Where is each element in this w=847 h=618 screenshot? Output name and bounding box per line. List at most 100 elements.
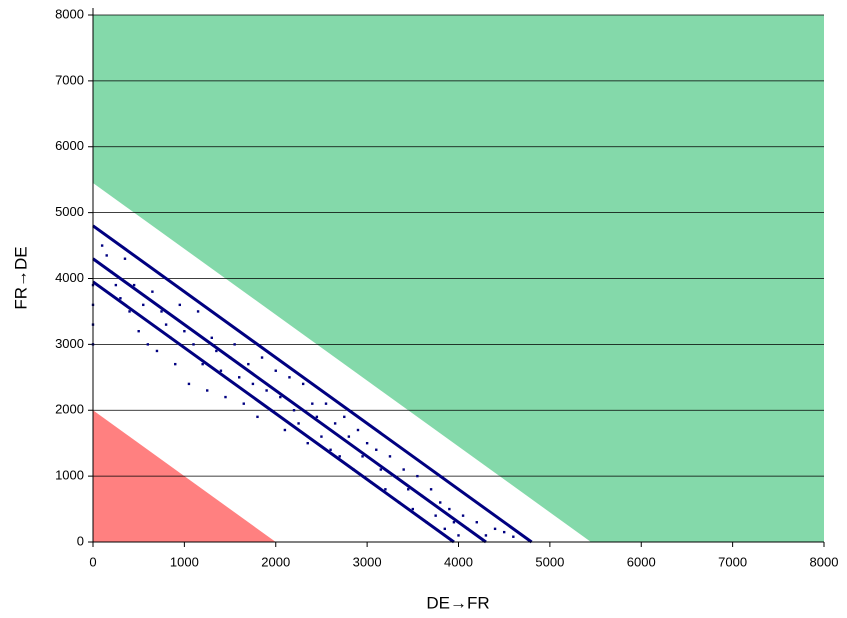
point <box>388 455 392 458</box>
point <box>411 507 415 511</box>
y-tick-label: 4000 <box>55 270 84 285</box>
point <box>279 395 282 399</box>
point <box>434 514 437 517</box>
point <box>370 481 373 484</box>
point <box>352 468 355 471</box>
y-tick-label: 5000 <box>55 204 84 219</box>
point <box>247 362 250 366</box>
x-tick-label: 0 <box>89 554 96 569</box>
point <box>265 389 268 392</box>
point <box>210 336 213 339</box>
point <box>251 382 255 386</box>
point <box>301 382 305 386</box>
point <box>484 534 488 537</box>
line <box>92 257 487 544</box>
point <box>502 530 506 534</box>
y-tick-label: 6000 <box>55 138 84 153</box>
y-tick-label: 1000 <box>55 468 84 483</box>
line <box>92 224 533 544</box>
x-tick-label: 8000 <box>810 554 839 569</box>
point <box>347 435 351 438</box>
y-tick-label: 7000 <box>55 72 84 87</box>
point <box>283 428 287 432</box>
point <box>407 488 410 491</box>
point <box>439 501 442 504</box>
point <box>402 468 405 471</box>
point <box>311 402 314 405</box>
point <box>137 330 140 333</box>
y-axis-title: FR→DE <box>11 246 30 309</box>
point <box>333 422 337 425</box>
x-tick-label: 2000 <box>261 554 290 569</box>
x-tick-label: 4000 <box>444 554 473 569</box>
point <box>429 488 433 491</box>
point <box>315 415 319 419</box>
point <box>196 310 200 313</box>
point <box>338 455 341 458</box>
point <box>100 244 104 247</box>
x-tick-label: 6000 <box>627 554 656 569</box>
point <box>119 297 122 300</box>
point <box>448 507 451 511</box>
x-axis-title: DE→FR <box>426 593 489 612</box>
point <box>466 527 469 531</box>
y-tick-label: 8000 <box>55 6 84 21</box>
point <box>443 527 446 531</box>
point <box>155 349 159 353</box>
point <box>142 303 145 307</box>
point <box>233 343 236 346</box>
point <box>160 310 163 313</box>
point <box>393 474 396 478</box>
point <box>343 415 346 419</box>
point <box>201 362 204 366</box>
y-tick-label: 2000 <box>55 402 84 417</box>
point <box>151 290 154 293</box>
point <box>192 343 195 346</box>
point <box>375 448 378 451</box>
point <box>269 409 273 412</box>
x-tick-label: 5000 <box>535 554 564 569</box>
point <box>146 343 150 346</box>
point <box>256 415 259 419</box>
x-tick-label: 3000 <box>353 554 382 569</box>
point <box>215 349 218 353</box>
point <box>361 455 364 458</box>
point <box>123 257 127 260</box>
point <box>356 428 360 432</box>
point <box>114 283 118 287</box>
point <box>420 494 424 498</box>
y-tick-label: 3000 <box>55 336 84 351</box>
point <box>183 330 186 333</box>
point <box>178 303 182 307</box>
point <box>306 441 309 445</box>
x-tick-label: 7000 <box>718 554 747 569</box>
point <box>320 435 323 438</box>
point <box>365 441 369 445</box>
x-tick-label: 1000 <box>170 554 199 569</box>
point <box>169 336 172 339</box>
point <box>416 474 419 478</box>
point <box>224 395 227 399</box>
point <box>110 270 113 274</box>
point <box>274 369 277 372</box>
point <box>475 521 478 524</box>
point <box>132 283 136 287</box>
point <box>242 402 245 405</box>
point <box>329 448 332 451</box>
point <box>384 488 387 491</box>
point <box>164 323 168 326</box>
point <box>297 422 300 425</box>
point <box>288 376 291 379</box>
point <box>105 254 108 257</box>
line <box>92 280 455 544</box>
point <box>512 535 515 538</box>
point <box>238 376 241 379</box>
y-tick-label: 0 <box>77 533 84 548</box>
point <box>461 514 465 517</box>
point <box>397 501 401 504</box>
point <box>379 468 383 471</box>
point <box>457 534 460 537</box>
point <box>493 527 497 531</box>
point <box>187 382 191 386</box>
